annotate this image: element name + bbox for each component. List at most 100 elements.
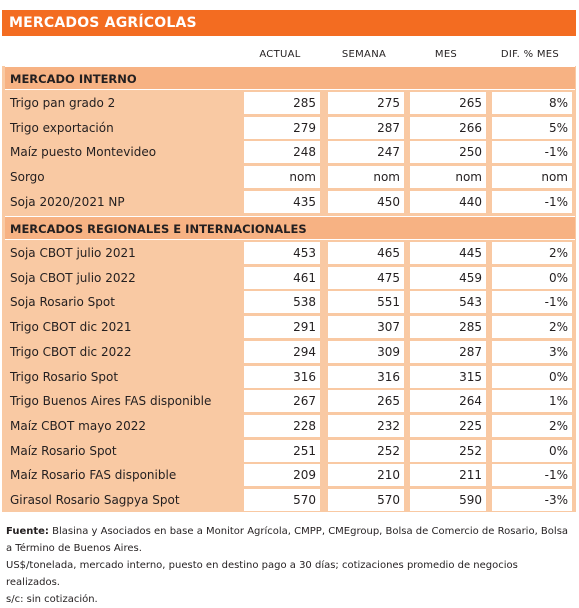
table-row: Girasol Rosario Sagpya Spot 570 570 590 -3%: [2, 488, 576, 512]
table-row: Soja CBOT julio 2022 461 475 459 0%: [2, 266, 576, 290]
cell-semana: 475: [328, 266, 404, 289]
cell-actual: 285: [244, 92, 320, 114]
cell-semana: 287: [328, 116, 404, 139]
row-label: Soja Rosario Spot: [10, 295, 115, 310]
sc-note: s/c: sin cotización.: [6, 594, 98, 605]
row-label: Maíz puesto Montevideo: [10, 145, 157, 160]
cell-actual: 294: [244, 340, 320, 363]
cell-actual: 453: [244, 242, 320, 264]
cell-mes: 590: [410, 489, 486, 511]
cell-semana: 210: [328, 464, 404, 487]
table-row: Maíz Rosario Spot 251 252 252 0%: [2, 439, 576, 463]
row-label: Trigo Rosario Spot: [10, 369, 119, 384]
cell-mes: 445: [410, 242, 486, 264]
markets-table: MERCADO INTERNO MERCADOS REGIONALES E IN…: [2, 66, 576, 512]
cell-mes: 287: [410, 340, 486, 363]
source-label: Fuente:: [6, 526, 49, 537]
source-note: Fuente: Blasina y Asociados en base a Mo…: [6, 523, 571, 557]
cell-dif-mes: 2%: [492, 316, 572, 339]
cell-dif-mes: -1%: [492, 190, 572, 213]
units-note: US$/tonelada, mercado interno, puesto en…: [6, 560, 518, 588]
cell-actual: 209: [244, 464, 320, 487]
cell-actual: 279: [244, 116, 320, 139]
table-row: Maíz puesto Montevideo 248 247 250 -1%: [2, 140, 576, 164]
cell-mes: 440: [410, 190, 486, 213]
cell-dif-mes: 2%: [492, 414, 572, 437]
cell-actual: 316: [244, 365, 320, 388]
cell-dif-mes: 0%: [492, 365, 572, 388]
cell-semana: 247: [328, 141, 404, 164]
cell-actual: 228: [244, 414, 320, 437]
row-label: Trigo CBOT dic 2022: [10, 344, 132, 359]
cell-dif-mes: -1%: [492, 141, 572, 164]
cell-dif-mes: 2%: [492, 242, 572, 264]
cell-mes: 211: [410, 464, 486, 487]
cell-actual: 251: [244, 439, 320, 462]
cell-mes: 252: [410, 439, 486, 462]
row-label: Trigo CBOT dic 2021: [10, 320, 132, 335]
cell-actual: 291: [244, 316, 320, 339]
footnotes: Fuente: Blasina y Asociados en base a Mo…: [6, 523, 571, 608]
cell-semana: 316: [328, 365, 404, 388]
row-label: Maíz Rosario FAS disponible: [10, 468, 177, 483]
table-row: Soja 2020/2021 NP 435 450 440 -1%: [2, 190, 576, 214]
cell-semana: 309: [328, 340, 404, 363]
table-row: Maíz CBOT mayo 2022 228 232 225 2%: [2, 414, 576, 438]
row-label: Soja CBOT julio 2022: [10, 270, 136, 285]
cell-dif-mes: 8%: [492, 92, 572, 114]
cell-dif-mes: 0%: [492, 266, 572, 289]
cell-semana: nom: [328, 166, 404, 189]
cell-dif-mes: 0%: [492, 439, 572, 462]
cell-mes: 264: [410, 390, 486, 413]
cell-dif-mes: -1%: [492, 464, 572, 487]
table-row: Trigo CBOT dic 2022 294 309 287 3%: [2, 340, 576, 364]
table-row: Trigo Buenos Aires FAS disponible 267 265 2…: [2, 389, 576, 413]
table-row: Trigo pan grado 2 285 275 265 8%: [2, 91, 576, 115]
table-row: Trigo exportación 279 287 266 5%: [2, 116, 576, 140]
table-row: Trigo Rosario Spot 316 316 315 0%: [2, 365, 576, 389]
cell-mes: 250: [410, 141, 486, 164]
cell-semana: 307: [328, 316, 404, 339]
row-label: Girasol Rosario Sagpya Spot: [10, 493, 180, 507]
row-label: Sorgo: [10, 170, 45, 185]
table-row: Trigo CBOT dic 2021 291 307 285 2%: [2, 315, 576, 339]
cell-actual: 435: [244, 190, 320, 213]
cell-mes: 543: [410, 291, 486, 314]
row-label: Maíz Rosario Spot: [10, 443, 117, 458]
cell-mes: 459: [410, 266, 486, 289]
table-row: Soja CBOT julio 2021 453 465 445 2%: [2, 241, 576, 265]
table-title: MERCADOS AGRÍCOLAS: [2, 10, 576, 36]
cell-actual: nom: [244, 166, 320, 189]
section-header-mercado-interno: MERCADO INTERNO: [5, 66, 575, 90]
row-label: Maíz CBOT mayo 2022: [10, 418, 146, 433]
row-label: Trigo Buenos Aires FAS disponible: [10, 394, 212, 409]
cell-actual: 267: [244, 390, 320, 413]
section-header-mercados-regionales: MERCADOS REGIONALES E INTERNACIONALES: [5, 216, 575, 240]
cell-dif-mes: 5%: [492, 116, 572, 139]
cell-semana: 465: [328, 242, 404, 264]
table-row: Soja Rosario Spot 538 551 543 -1%: [2, 290, 576, 314]
cell-mes: 225: [410, 414, 486, 437]
cell-mes: 265: [410, 92, 486, 114]
cell-semana: 551: [328, 291, 404, 314]
cell-dif-mes: -1%: [492, 291, 572, 314]
cell-dif-mes: -3%: [492, 489, 572, 511]
column-header-dif-mes: DIF. % MES: [500, 49, 560, 60]
cell-dif-mes: 1%: [492, 390, 572, 413]
column-header-mes: MES: [434, 49, 458, 60]
cell-semana: 450: [328, 190, 404, 213]
cell-mes: 285: [410, 316, 486, 339]
cell-semana: 275: [328, 92, 404, 114]
row-label: Trigo exportación: [10, 120, 114, 135]
row-label: Soja CBOT julio 2021: [10, 246, 136, 260]
row-label: Trigo pan grado 2: [10, 96, 116, 110]
column-header-actual: ACTUAL: [259, 49, 301, 60]
cell-mes: nom: [410, 166, 486, 189]
source-text: Blasina y Asociados en base a Monitor Ag…: [6, 526, 569, 554]
table-row: Sorgo nom nom nom nom: [2, 165, 576, 189]
table-row: Maíz Rosario FAS disponible 209 210 211 -1%: [2, 463, 576, 487]
cell-actual: 538: [244, 291, 320, 314]
cell-semana: 265: [328, 390, 404, 413]
row-label: Soja 2020/2021 NP: [10, 194, 125, 209]
cell-mes: 315: [410, 365, 486, 388]
